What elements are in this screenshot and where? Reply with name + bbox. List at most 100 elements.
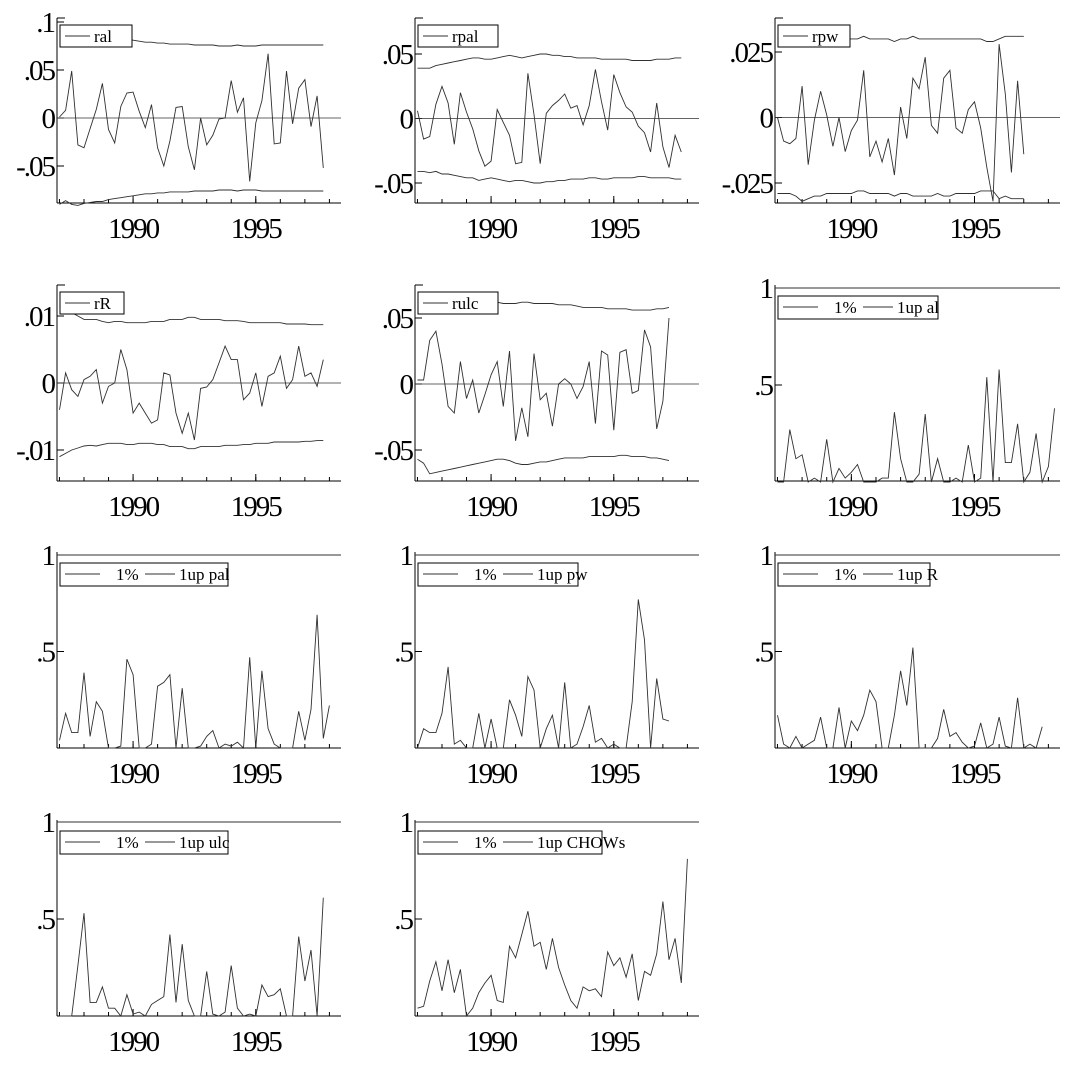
legend-label: 1up ulc [179, 833, 230, 852]
panel-1up-R: 1 .5 1990 1995 1% 1up R [754, 540, 1060, 790]
legend-box [417, 24, 499, 48]
band_lower-line [59, 189, 324, 206]
legend-label: 1up pal [179, 565, 230, 584]
x-tick-label: 1990 [466, 1026, 518, 1058]
legend-box [59, 24, 133, 48]
legend-box [59, 291, 125, 315]
x-tick-label: 1995 [231, 491, 283, 523]
legend-box [777, 562, 931, 587]
y-tick-label: .5 [754, 637, 773, 669]
y-tick-label: 1 [760, 273, 773, 305]
band_lower-line [417, 454, 670, 475]
x-tick-label: 1995 [949, 758, 1001, 790]
band_lower-line [417, 170, 682, 184]
legend-box [777, 295, 939, 320]
x-tick-label: 1990 [466, 491, 518, 523]
panel-rpal: .05 0 -.05 1990 1995 rpal [374, 17, 699, 245]
probability-line [59, 614, 330, 749]
legend-label: 1% [474, 565, 497, 584]
x-tick-label: 1995 [589, 758, 641, 790]
band_lower-line [777, 190, 1024, 202]
y-tick-label: -.025 [722, 168, 774, 200]
band_lower-line [59, 440, 324, 458]
x-tick-label: 1990 [826, 758, 878, 790]
legend-label: rulc [452, 294, 479, 313]
x-tick-label: 1990 [466, 213, 518, 245]
legend-label: 1% [834, 565, 857, 584]
y-tick-label: 0 [42, 368, 56, 400]
probability-line [417, 599, 670, 749]
legend-box [59, 830, 229, 855]
legend-label: 1up pw [537, 565, 588, 584]
x-tick-label: 1995 [231, 1026, 283, 1058]
panel-1up-ulc: 1 .5 1990 1995 1% 1up ulc [36, 807, 341, 1058]
legend-box [777, 24, 851, 48]
x-tick-label: 1995 [949, 213, 1001, 245]
y-tick-label: 1 [42, 540, 55, 572]
y-tick-label: .05 [24, 55, 56, 87]
x-tick-label: 1995 [231, 758, 283, 790]
y-tick-label: 0 [400, 104, 414, 136]
legend-box [417, 291, 499, 315]
y-tick-label: -.01 [16, 435, 54, 467]
panel-1up-CHOWs: 1 .5 1990 1995 1% 1up CHOWs [394, 807, 699, 1058]
x-tick-label: 1990 [108, 213, 160, 245]
x-tick-label: 1990 [826, 491, 878, 523]
panel-1up-al: 1 .5 1990 1995 1% 1up al [754, 273, 1060, 523]
y-tick-label: .05 [382, 303, 414, 335]
panel-1up-pw: 1 .5 1990 1995 1% 1up pw [394, 540, 699, 790]
legend-label: rpw [812, 27, 839, 46]
residual-line [417, 317, 670, 441]
y-tick-label: .5 [36, 637, 55, 669]
y-tick-label: -.05 [374, 168, 413, 200]
x-tick-label: 1995 [589, 213, 641, 245]
x-tick-label: 1990 [826, 213, 878, 245]
y-tick-label: -.05 [374, 435, 413, 467]
x-tick-label: 1995 [949, 491, 1001, 523]
probability-line [59, 897, 324, 1017]
y-tick-label: 0 [760, 103, 774, 135]
legend-box [417, 562, 579, 587]
y-tick-label: .5 [36, 904, 55, 936]
legend-label: 1% [834, 298, 857, 317]
band_upper-line [417, 53, 682, 69]
x-tick-label: 1990 [108, 491, 160, 523]
y-tick-label: 1 [400, 540, 413, 572]
probability-line [777, 369, 1055, 484]
legend-label: 1up al [897, 298, 939, 317]
y-tick-label: .5 [394, 637, 413, 669]
legend-label: ral [94, 27, 112, 46]
residual-line [777, 44, 1025, 202]
legend-label: 1% [474, 833, 497, 852]
y-tick-label: .025 [729, 37, 773, 69]
x-tick-label: 1990 [108, 758, 160, 790]
x-tick-label: 1995 [589, 1026, 641, 1058]
legend-label: 1% [116, 565, 139, 584]
y-tick-label: .05 [382, 39, 414, 71]
y-tick-label: .01 [24, 301, 55, 333]
y-tick-label: 1 [42, 807, 55, 839]
legend-label: rpal [452, 27, 479, 46]
y-tick-label: .1 [36, 7, 54, 39]
y-tick-label: 1 [760, 540, 773, 572]
legend-label: 1up R [897, 565, 939, 584]
y-tick-label: 0 [400, 369, 414, 401]
legend-box [59, 562, 229, 587]
legend-label: rR [94, 294, 112, 313]
probability-line [417, 858, 688, 1018]
panel-1up-pal: 1 .5 1990 1995 1% 1up pal [36, 540, 341, 790]
legend-label: 1up CHOWs [537, 833, 625, 852]
x-tick-label: 1990 [108, 1026, 160, 1058]
residual-line [59, 53, 324, 182]
y-tick-label: 0 [42, 103, 56, 135]
y-tick-label: .5 [754, 370, 773, 402]
y-tick-label: 1 [400, 807, 413, 839]
x-tick-label: 1995 [231, 213, 283, 245]
panel-ral: .1 .05 0 -.05 1990 1995 ral [16, 7, 341, 245]
y-tick-label: -.05 [16, 151, 55, 183]
panel-rR: .01 0 -.01 1990 1995 rR [16, 284, 341, 523]
y-tick-label: .5 [394, 904, 413, 936]
panel-rpw: .025 0 -.025 1990 1995 rpw [722, 17, 1060, 245]
band_upper-line [59, 305, 324, 326]
